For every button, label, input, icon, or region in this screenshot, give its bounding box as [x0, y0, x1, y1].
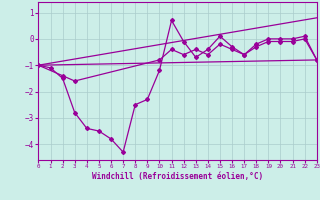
X-axis label: Windchill (Refroidissement éolien,°C): Windchill (Refroidissement éolien,°C): [92, 172, 263, 181]
